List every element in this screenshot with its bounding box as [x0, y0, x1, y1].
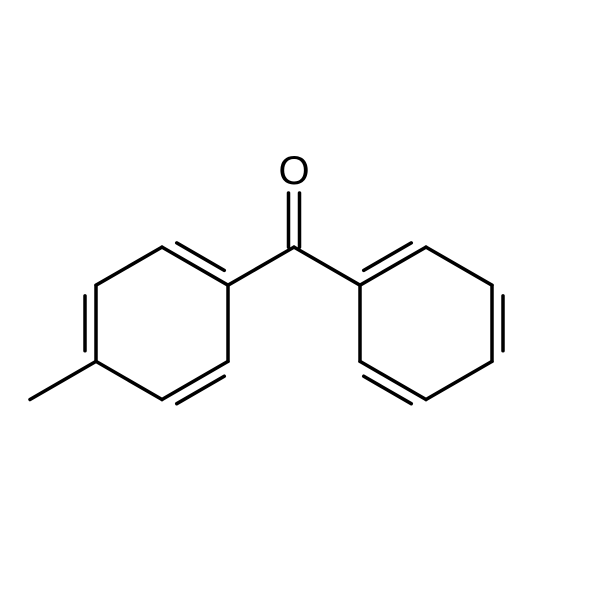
bond: [364, 243, 412, 270]
bond: [426, 361, 492, 399]
bond: [364, 376, 412, 403]
atom-label-o: O: [278, 149, 309, 193]
bond: [177, 243, 225, 270]
bond: [30, 361, 96, 399]
bond: [96, 247, 162, 285]
bond: [177, 376, 225, 403]
bond: [228, 247, 294, 285]
bond: [96, 361, 162, 399]
molecule-diagram: O: [0, 0, 600, 600]
bond: [294, 247, 360, 285]
bond: [426, 247, 492, 285]
